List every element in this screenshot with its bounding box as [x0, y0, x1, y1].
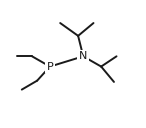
Text: P: P [47, 62, 53, 72]
Text: N: N [79, 51, 87, 61]
